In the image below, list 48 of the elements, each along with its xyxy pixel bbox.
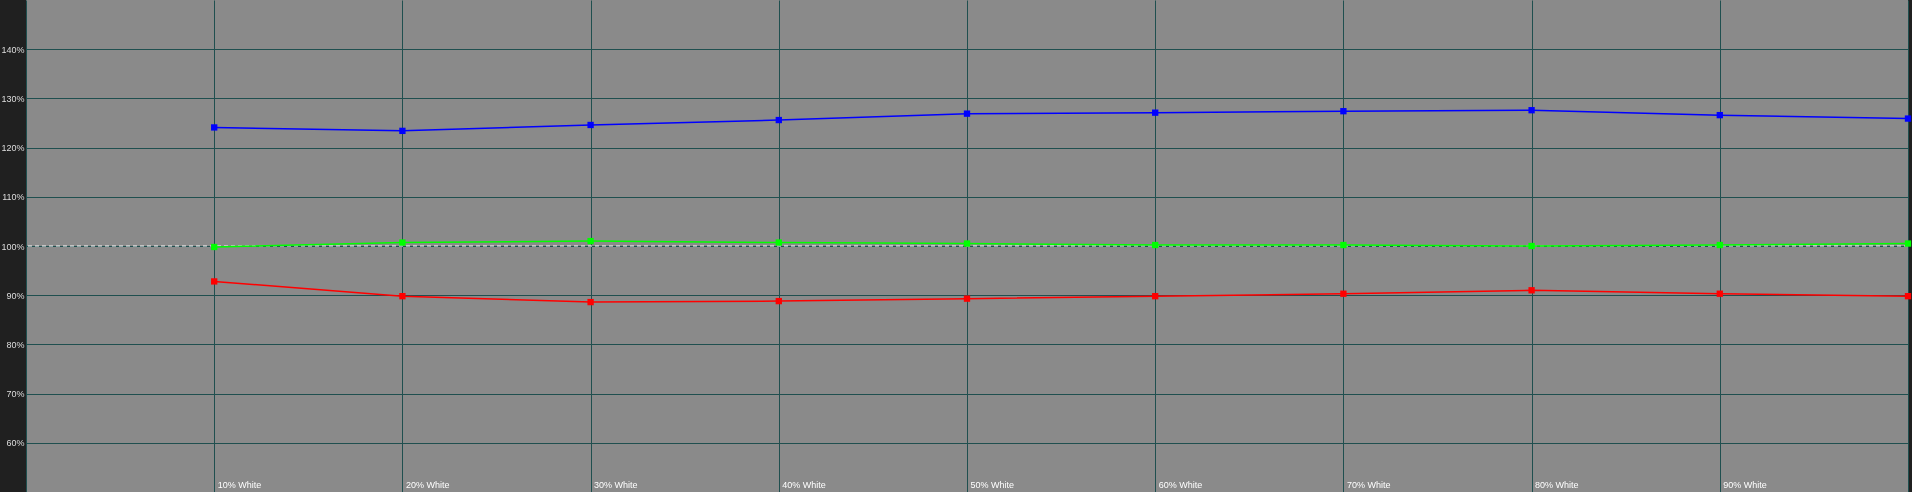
point — [1528, 242, 1535, 250]
point — [1716, 290, 1723, 297]
point — [775, 297, 782, 305]
point — [1528, 107, 1535, 114]
x-tick-label: 10% White — [217, 479, 262, 490]
point — [775, 239, 782, 246]
x-tick-label: 90% White — [1723, 479, 1767, 490]
point — [1904, 240, 1912, 247]
point — [587, 121, 594, 129]
point — [1340, 290, 1347, 297]
point — [1152, 293, 1159, 300]
point — [963, 240, 971, 247]
point — [963, 295, 971, 302]
x-tick-label: 50% White — [970, 479, 1015, 490]
x-tick-label: 30% White — [594, 479, 638, 490]
x-tick-label: 40% White — [782, 479, 826, 490]
point — [399, 293, 406, 300]
point — [211, 124, 218, 131]
point — [1716, 111, 1723, 119]
x-tick-label: 80% White — [1535, 479, 1579, 490]
point — [399, 127, 406, 135]
point — [963, 110, 971, 117]
point — [587, 298, 594, 306]
point — [1152, 109, 1159, 116]
point — [1152, 241, 1159, 249]
y-tick-label: 90% — [6, 290, 25, 301]
point — [1904, 293, 1912, 300]
point — [211, 278, 218, 285]
point — [1716, 241, 1723, 249]
x-tick-label: 20% White — [405, 479, 450, 490]
x-tick-label: 70% White — [1346, 479, 1391, 490]
point — [1528, 287, 1535, 294]
point — [211, 243, 218, 251]
y-tick-label: 100% — [1, 241, 25, 252]
point — [399, 239, 406, 246]
y-tick-label: 130% — [1, 93, 25, 104]
point — [775, 116, 782, 124]
y-tick-label: 80% — [6, 339, 25, 350]
y-tick-label: 120% — [1, 143, 25, 154]
y-tick-label: 110% — [2, 192, 25, 203]
x-tick-label: 60% White — [1158, 479, 1203, 490]
y-tick-label: 140% — [1, 44, 25, 55]
y-tick-label: 70% — [6, 389, 25, 400]
point — [587, 237, 594, 245]
point — [1904, 115, 1912, 122]
point — [1340, 241, 1347, 249]
y-tick-label: 60% — [6, 438, 25, 449]
point — [1340, 108, 1347, 115]
